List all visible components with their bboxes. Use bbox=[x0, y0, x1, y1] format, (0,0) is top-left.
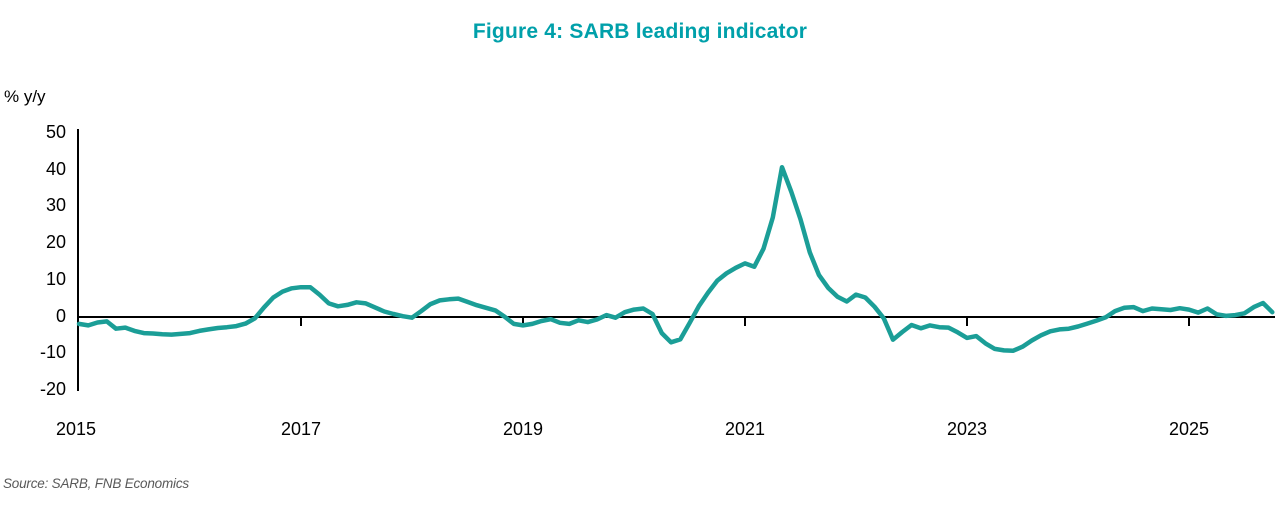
x-tick-label-2025: 2025 bbox=[1168, 419, 1210, 439]
x-axis-tick-2019 bbox=[522, 316, 524, 326]
x-axis-tick-2025 bbox=[1188, 316, 1190, 326]
y-tick-label-10: 10 bbox=[45, 269, 66, 289]
y-axis-line bbox=[77, 129, 79, 391]
y-tick-label-30: 30 bbox=[45, 195, 66, 215]
source-note: Source: SARB, FNB Economics bbox=[3, 476, 189, 491]
x-tick-label-2017: 2017 bbox=[280, 419, 322, 439]
chart-title: Figure 4: SARB leading indicator bbox=[472, 20, 808, 43]
series-sarb-leading-indicator-y-y bbox=[76, 164, 1275, 353]
x-tick-label-2019: 2019 bbox=[502, 419, 544, 439]
y-tick-label-50: 50 bbox=[45, 122, 66, 142]
x-axis-zero-line bbox=[77, 316, 1275, 318]
x-tick-label-2015: 2015 bbox=[55, 419, 97, 439]
x-axis-tick-2021 bbox=[744, 316, 746, 326]
y-tick-label-neg20: -20 bbox=[39, 379, 66, 399]
y-axis-unit-label: % y/y bbox=[4, 87, 46, 106]
x-tick-label-2021: 2021 bbox=[724, 419, 766, 439]
y-tick-label-40: 40 bbox=[45, 159, 66, 179]
y-tick-label-20: 20 bbox=[45, 232, 66, 252]
y-tick-label-neg10: -10 bbox=[39, 342, 66, 362]
x-axis-tick-2017 bbox=[300, 316, 302, 326]
x-axis-tick-2023 bbox=[966, 316, 968, 326]
x-tick-label-2023: 2023 bbox=[946, 419, 988, 439]
y-tick-label-0: 0 bbox=[55, 306, 66, 326]
